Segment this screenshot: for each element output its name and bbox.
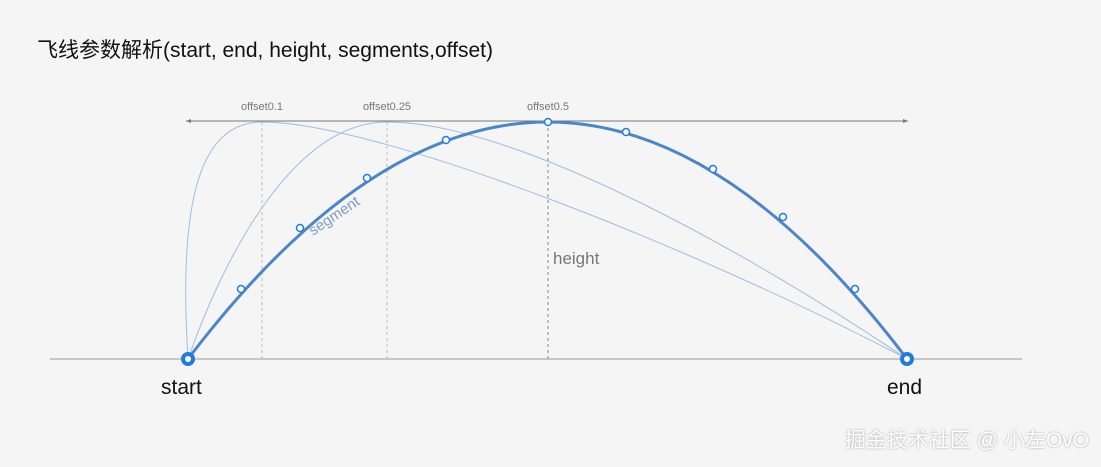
segment-point bbox=[621, 127, 631, 137]
segment-point bbox=[543, 117, 553, 127]
segment-point bbox=[295, 223, 305, 233]
end-label: end bbox=[887, 376, 923, 399]
offset-0.25-label: offset0.25 bbox=[363, 101, 411, 113]
segment-point bbox=[236, 284, 246, 294]
start-point bbox=[181, 352, 195, 366]
offset-0.25-curve bbox=[187, 121, 908, 360]
height-label: height bbox=[553, 249, 600, 268]
segment-points bbox=[236, 117, 860, 294]
diagram-title: 飞线参数解析(start, end, height, segments,offs… bbox=[37, 39, 493, 62]
watermark: 掘金技术社区 @ 小左OvO bbox=[844, 429, 1089, 452]
arrow-right-icon bbox=[903, 119, 908, 123]
end-point bbox=[900, 352, 914, 366]
offset-0.1-label: offset0.1 bbox=[241, 101, 283, 113]
segment-point bbox=[850, 284, 860, 294]
segment-label: segment bbox=[306, 193, 364, 240]
segment-point bbox=[441, 135, 451, 145]
segment-point bbox=[708, 164, 718, 174]
main-flyline-curve bbox=[186, 120, 909, 360]
start-label: start bbox=[161, 376, 202, 399]
offset-0.5-label: offset0.5 bbox=[527, 101, 569, 113]
segment-point bbox=[778, 212, 788, 222]
offset-0.1-curve bbox=[185, 121, 908, 360]
segment-point bbox=[362, 173, 372, 183]
arrow-left-icon bbox=[186, 119, 191, 123]
